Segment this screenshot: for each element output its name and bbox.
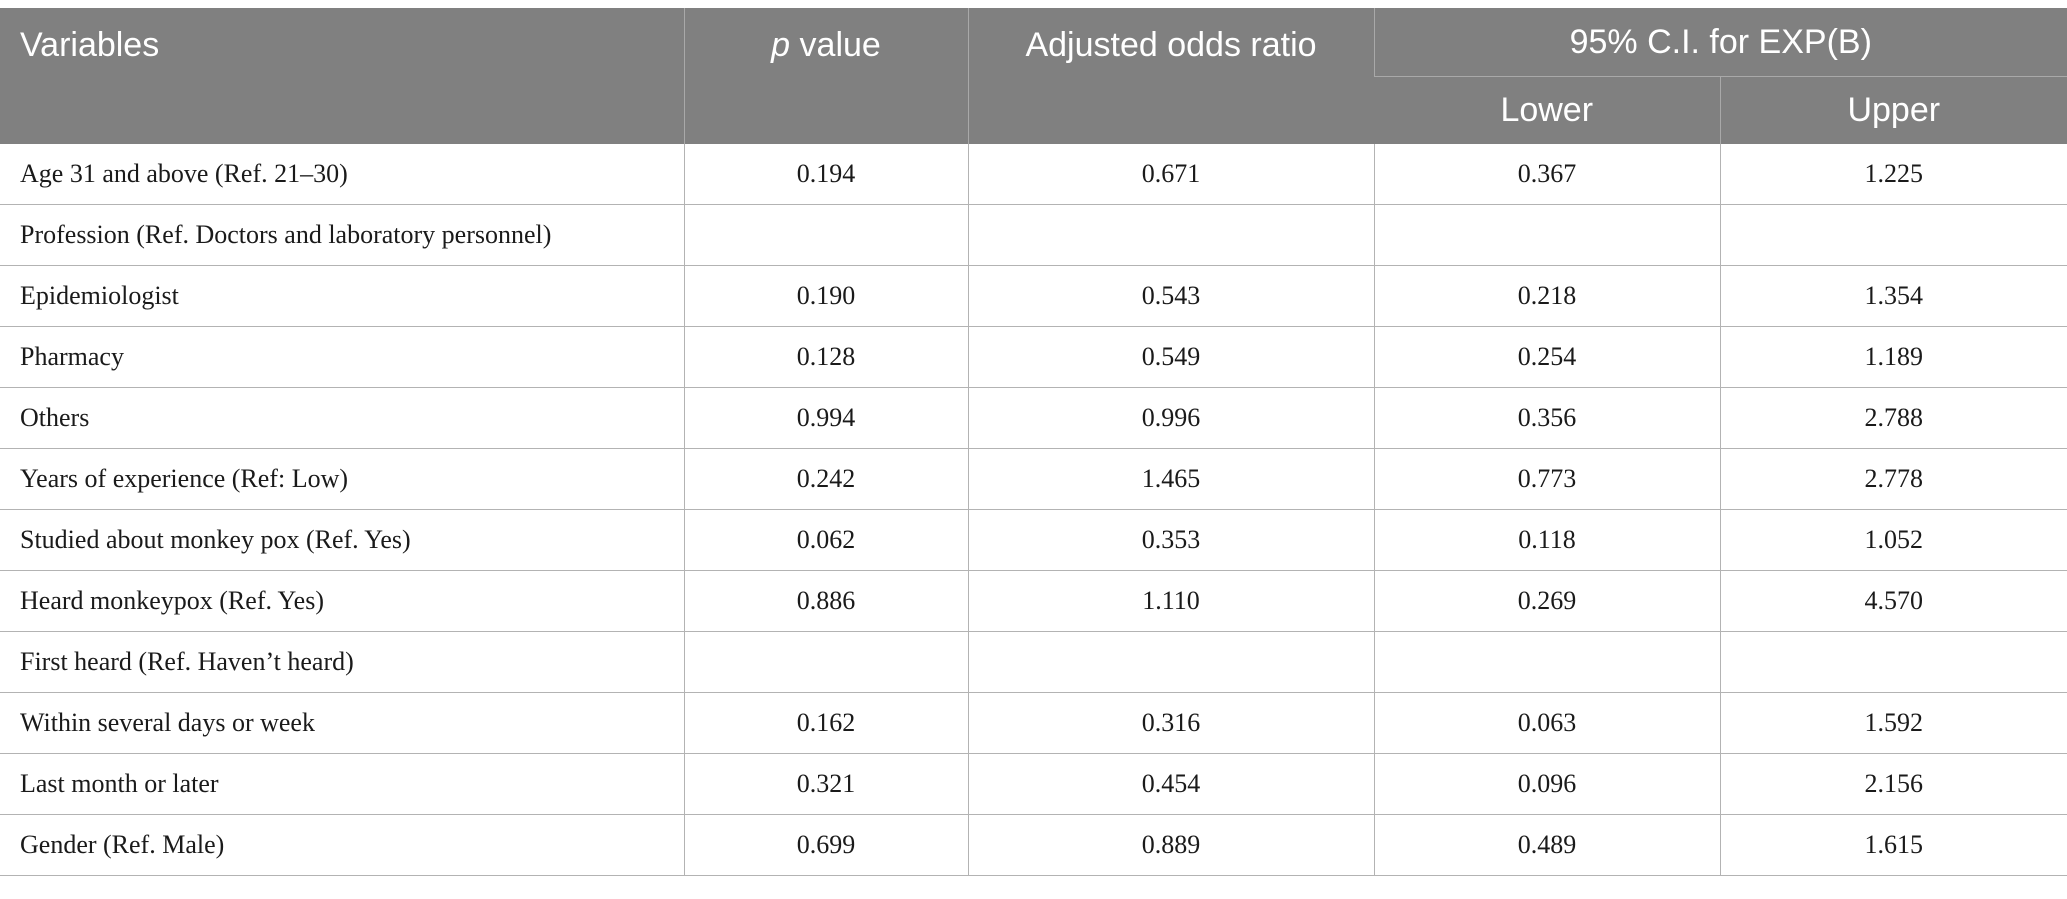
header-p-letter: p	[771, 26, 791, 64]
header-upper: Upper	[1719, 76, 2067, 144]
cell-ci-upper: 1.225	[1719, 144, 2067, 205]
table-row: Heard monkeypox (Ref. Yes) 0.886 1.110 0.26…	[0, 570, 2067, 632]
cell-ci-upper: 1.189	[1719, 326, 2067, 388]
table-row: Others 0.994 0.996 0.356 2.788	[0, 387, 2067, 449]
table-row: Profession (Ref. Doctors and laboratory …	[0, 204, 2067, 266]
cell-p-value: 0.162	[683, 692, 968, 754]
cell-variable: Years of experience (Ref: Low)	[0, 448, 684, 510]
cell-variable: Age 31 and above (Ref. 21–30)	[0, 144, 684, 205]
regression-table: Variables p value Adjusted odds ratio 95…	[0, 8, 2067, 876]
cell-adjusted-odds-ratio: 0.316	[967, 692, 1374, 754]
cell-ci-lower: 0.356	[1373, 387, 1720, 449]
header-lower: Lower	[1374, 76, 1720, 144]
table-row: Years of experience (Ref: Low) 0.242 1.465…	[0, 448, 2067, 510]
cell-variable: Heard monkeypox (Ref. Yes)	[0, 570, 684, 632]
cell-variable: Studied about monkey pox (Ref. Yes)	[0, 509, 684, 571]
cell-ci-upper	[1719, 204, 2067, 266]
cell-ci-lower: 0.118	[1373, 509, 1720, 571]
table-row: Gender (Ref. Male) 0.699 0.889 0.489 1.615	[0, 814, 2067, 876]
header-adjusted-odds-ratio: Adjusted odds ratio	[967, 8, 1374, 144]
cell-ci-upper: 2.156	[1719, 753, 2067, 815]
cell-p-value: 0.994	[683, 387, 968, 449]
table-body: Age 31 and above (Ref. 21–30) 0.194 0.671 0…	[0, 144, 2067, 876]
cell-p-value	[683, 631, 968, 693]
table-row: Within several days or week 0.162 0.316 0.0…	[0, 692, 2067, 754]
cell-adjusted-odds-ratio: 0.889	[967, 814, 1374, 876]
cell-ci-lower: 0.367	[1373, 144, 1720, 205]
cell-adjusted-odds-ratio: 1.465	[967, 448, 1374, 510]
cell-adjusted-odds-ratio: 0.996	[967, 387, 1374, 449]
header-variables: Variables	[0, 8, 684, 144]
cell-p-value: 0.062	[683, 509, 968, 571]
cell-p-value: 0.886	[683, 570, 968, 632]
cell-adjusted-odds-ratio: 0.543	[967, 265, 1374, 327]
cell-variable: Gender (Ref. Male)	[0, 814, 684, 876]
table-row: Epidemiologist 0.190 0.543 0.218 1.354	[0, 265, 2067, 327]
cell-adjusted-odds-ratio: 0.671	[967, 144, 1374, 205]
cell-variable: Pharmacy	[0, 326, 684, 388]
table-header: Variables p value Adjusted odds ratio 95…	[0, 8, 2067, 144]
table-row: Studied about monkey pox (Ref. Yes) 0.062…	[0, 509, 2067, 571]
cell-adjusted-odds-ratio: 0.549	[967, 326, 1374, 388]
cell-p-value	[683, 204, 968, 266]
cell-ci-lower: 0.096	[1373, 753, 1720, 815]
cell-p-value: 0.699	[683, 814, 968, 876]
cell-p-value: 0.128	[683, 326, 968, 388]
header-p-value-text: value	[790, 26, 881, 64]
cell-p-value: 0.194	[683, 144, 968, 205]
table-row: Last month or later 0.321 0.454 0.096 2.156	[0, 753, 2067, 815]
cell-ci-upper: 1.615	[1719, 814, 2067, 876]
cell-adjusted-odds-ratio: 1.110	[967, 570, 1374, 632]
cell-ci-lower: 0.489	[1373, 814, 1720, 876]
cell-p-value: 0.242	[683, 448, 968, 510]
cell-ci-lower: 0.773	[1373, 448, 1720, 510]
cell-ci-upper	[1719, 631, 2067, 693]
cell-ci-upper: 1.354	[1719, 265, 2067, 327]
cell-ci-lower	[1373, 204, 1720, 266]
cell-ci-lower: 0.269	[1373, 570, 1720, 632]
cell-variable: First heard (Ref. Haven’t heard)	[0, 631, 684, 693]
cell-ci-upper: 4.570	[1719, 570, 2067, 632]
cell-ci-lower: 0.218	[1373, 265, 1720, 327]
cell-p-value: 0.190	[683, 265, 968, 327]
cell-ci-lower	[1373, 631, 1720, 693]
cell-ci-upper: 1.052	[1719, 509, 2067, 571]
header-ci-group: 95% C.I. for EXP(B)	[1373, 8, 2067, 77]
cell-variable: Profession (Ref. Doctors and laboratory …	[0, 204, 684, 266]
cell-variable: Last month or later	[0, 753, 684, 815]
cell-variable: Others	[0, 387, 684, 449]
cell-ci-lower: 0.254	[1373, 326, 1720, 388]
cell-p-value: 0.321	[683, 753, 968, 815]
cell-ci-lower: 0.063	[1373, 692, 1720, 754]
cell-variable: Within several days or week	[0, 692, 684, 754]
cell-ci-upper: 1.592	[1719, 692, 2067, 754]
header-p-value: p value	[683, 8, 968, 144]
cell-ci-upper: 2.788	[1719, 387, 2067, 449]
cell-adjusted-odds-ratio: 0.454	[967, 753, 1374, 815]
table-row: Age 31 and above (Ref. 21–30) 0.194 0.671 0…	[0, 144, 2067, 205]
cell-ci-upper: 2.778	[1719, 448, 2067, 510]
cell-adjusted-odds-ratio: 0.353	[967, 509, 1374, 571]
table-row: Pharmacy 0.128 0.549 0.254 1.189	[0, 326, 2067, 388]
cell-variable: Epidemiologist	[0, 265, 684, 327]
cell-adjusted-odds-ratio	[967, 631, 1374, 693]
table-row: First heard (Ref. Haven’t heard)	[0, 631, 2067, 693]
cell-adjusted-odds-ratio	[967, 204, 1374, 266]
